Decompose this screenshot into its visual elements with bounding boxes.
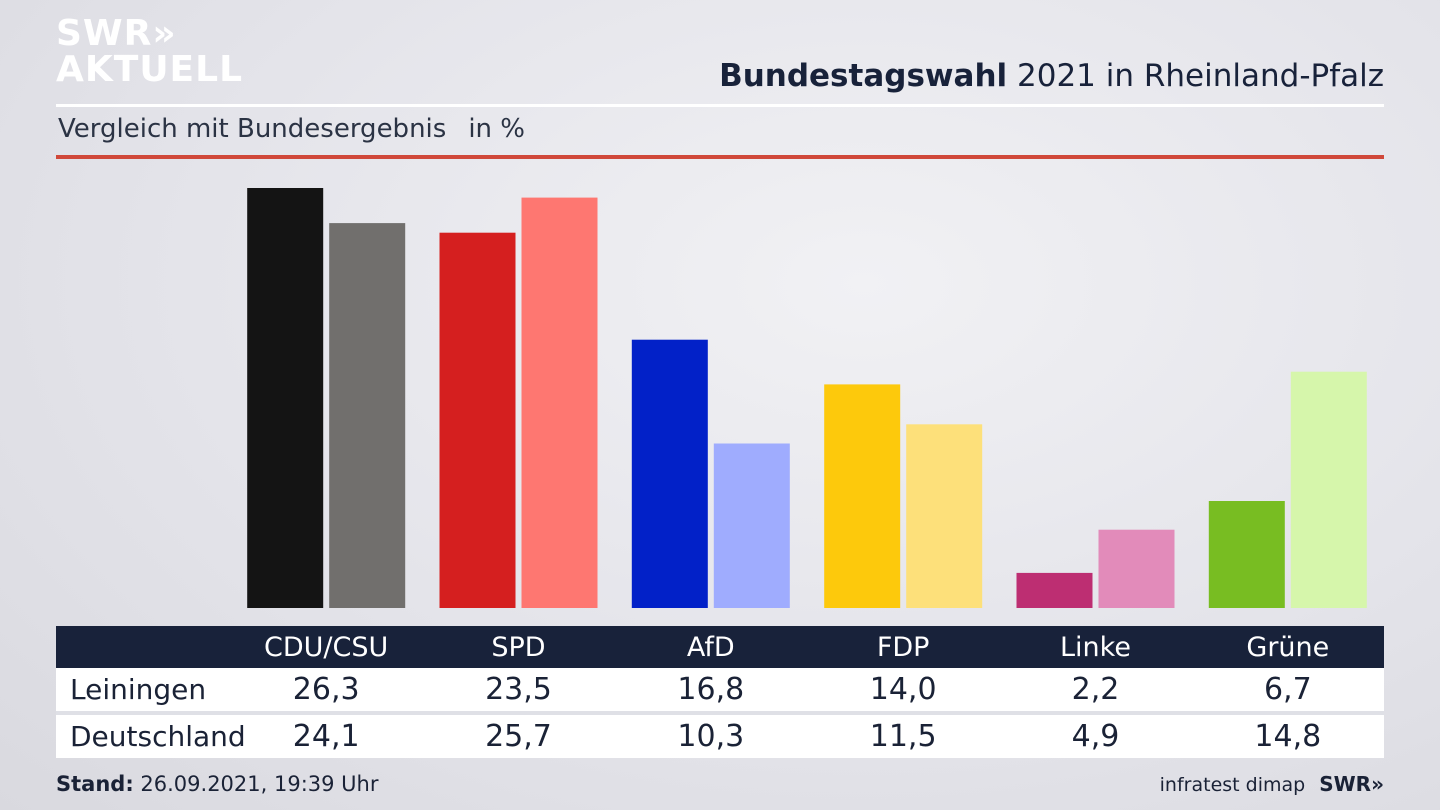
source-text: infratest dimap [1159, 774, 1306, 796]
bar-afd-leiningen [631, 339, 708, 608]
table-cell: 10,3 [614, 711, 807, 758]
bar-linke-leiningen [1016, 572, 1093, 608]
column-header: SPD [422, 626, 615, 668]
table-header-empty [56, 626, 230, 668]
page-title: Bundestagswahl 2021 in Rheinland-Pfalz [719, 58, 1384, 94]
logo-line-1: SWR» [56, 13, 177, 54]
source-credit: infratest dimap SWR» [1160, 772, 1384, 796]
column-header: Grüne [1191, 626, 1384, 668]
table-cell: 4,9 [999, 711, 1192, 758]
swr-brand-logo: SWR» [1319, 772, 1384, 796]
bar-cdu-csu-deutschland [329, 223, 406, 608]
table-cell: 16,8 [614, 668, 807, 713]
bar-spd-deutschland [521, 197, 598, 608]
swr-aktuell-logo: SWR» AKTUELL [56, 16, 243, 88]
bar-gr-ne-leiningen [1208, 501, 1285, 608]
bar-fdp-leiningen [824, 384, 901, 608]
table-cell: 23,5 [422, 668, 615, 713]
results-table: CDU/CSU SPD AfD FDP Linke Grüne Leininge… [56, 626, 1384, 758]
column-header: CDU/CSU [230, 626, 423, 668]
bar-cdu-csu-leiningen [247, 188, 324, 608]
bar-spd-leiningen [439, 232, 516, 608]
logo-line-2: AKTUELL [56, 49, 244, 90]
bar-afd-deutschland [713, 443, 790, 608]
stand-value: 26.09.2021, 19:39 Uhr [133, 772, 379, 796]
column-header: Linke [999, 626, 1192, 668]
chart-subtitle: Vergleich mit Bundesergebnis in % [58, 114, 525, 144]
table-cell: 6,7 [1191, 668, 1384, 713]
bar-fdp-deutschland [906, 424, 983, 608]
unit-label: in % [468, 114, 525, 144]
column-header: FDP [806, 626, 1000, 668]
title-rest: 2021 in Rheinland-Pfalz [1007, 58, 1384, 94]
stand-label: Stand: [56, 772, 134, 796]
bar-gr-ne-deutschland [1290, 371, 1367, 608]
table-cell: 11,5 [806, 711, 1000, 758]
accent-divider [56, 155, 1384, 159]
table-cell: 14,0 [806, 668, 1000, 713]
timestamp: Stand: 26.09.2021, 19:39 Uhr [56, 772, 379, 796]
bar-chart [247, 188, 1367, 608]
table-cell: 14,8 [1191, 711, 1384, 758]
title-bold: Bundestagswahl [719, 58, 1008, 94]
table-cell: 26,3 [230, 668, 423, 713]
title-divider [56, 104, 1384, 107]
bar-linke-deutschland [1098, 529, 1175, 608]
subtitle-text: Vergleich mit Bundesergebnis [58, 114, 447, 144]
table-cell: 24,1 [230, 711, 423, 758]
row-label: Leiningen [56, 668, 230, 713]
table-header-row: CDU/CSU SPD AfD FDP Linke Grüne [56, 626, 1384, 668]
table-cell: 25,7 [422, 711, 615, 758]
table-cell: 2,2 [999, 668, 1192, 713]
row-label: Deutschland [56, 711, 246, 758]
column-header: AfD [614, 626, 807, 668]
table-row: Leiningen 26,3 23,5 16,8 14,0 2,2 6,7 [56, 668, 1384, 713]
table-row: Deutschland 24,1 25,7 10,3 11,5 4,9 14,8 [56, 711, 1384, 758]
